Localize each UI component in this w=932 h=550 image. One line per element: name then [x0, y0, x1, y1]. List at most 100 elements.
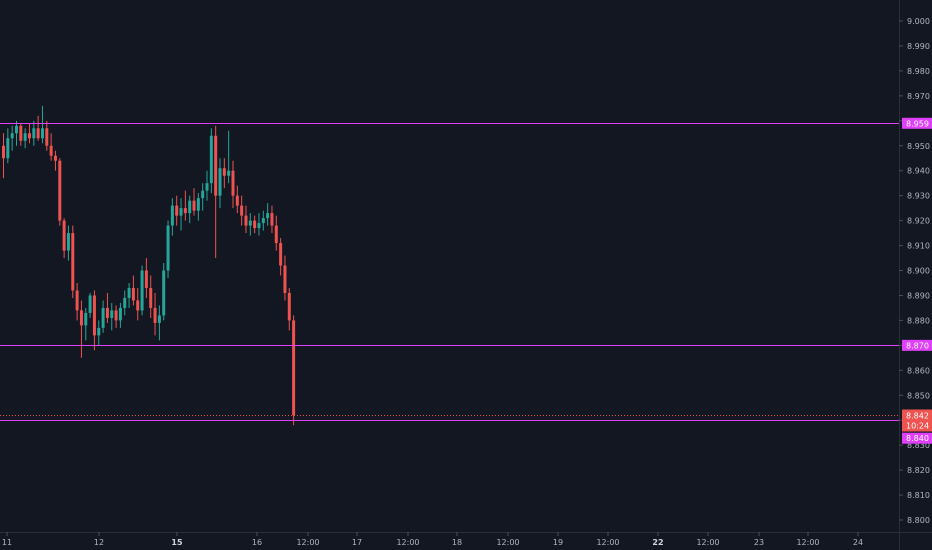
candle[interactable] [244, 205, 248, 234]
candle[interactable] [149, 275, 153, 318]
candle[interactable] [58, 158, 62, 226]
candle-body [75, 290, 79, 311]
candle-body [123, 297, 127, 308]
candle[interactable] [283, 255, 287, 301]
candle[interactable] [231, 160, 235, 209]
candle[interactable] [71, 225, 75, 298]
candle[interactable] [140, 265, 144, 316]
candle[interactable] [170, 198, 174, 236]
price-tick-label: 8.900 [907, 267, 930, 276]
candle[interactable] [66, 225, 70, 261]
candle[interactable] [188, 195, 192, 224]
candle[interactable] [248, 213, 252, 236]
candle[interactable] [253, 215, 257, 234]
candle-body [45, 128, 49, 146]
candle[interactable] [2, 133, 5, 179]
candle[interactable] [49, 133, 53, 161]
candle-body [58, 160, 62, 221]
candle[interactable] [218, 158, 222, 209]
price-tick-label: 8.880 [907, 316, 930, 325]
candle[interactable] [127, 282, 131, 308]
candle[interactable] [205, 170, 209, 201]
time-axis[interactable]: 11 12 15 16 12:00 17 12:00 18 12:00 19 12:00 22 12:0… [2, 532, 863, 547]
candle[interactable] [235, 185, 239, 214]
candle[interactable] [274, 215, 278, 251]
candle[interactable] [279, 238, 283, 276]
candle[interactable] [84, 307, 88, 341]
candle[interactable] [32, 120, 36, 146]
candle[interactable] [97, 320, 101, 346]
price-tick-label: 8.970 [907, 92, 930, 101]
candle[interactable] [227, 130, 231, 184]
candle[interactable] [257, 213, 261, 236]
candle[interactable] [105, 292, 109, 323]
candle-body [19, 125, 23, 141]
price-tick-label: 8.800 [907, 516, 930, 525]
candle[interactable] [166, 220, 170, 278]
candle[interactable] [19, 123, 23, 146]
candle[interactable] [45, 120, 49, 151]
candle[interactable] [287, 287, 291, 331]
price-tick-label: 8.930 [907, 192, 930, 201]
time-tick-label: 17 [352, 538, 362, 547]
time-tick-label: 18 [452, 538, 462, 547]
candle[interactable] [157, 305, 161, 341]
candle[interactable] [79, 300, 83, 358]
candle[interactable] [261, 210, 265, 231]
candle[interactable] [6, 128, 10, 164]
candle[interactable] [136, 287, 140, 321]
candle[interactable] [131, 275, 135, 306]
candle-body [88, 295, 92, 313]
candle[interactable] [266, 203, 270, 226]
price-tick-label: 8.890 [907, 291, 930, 300]
candle[interactable] [144, 258, 148, 298]
candle[interactable] [270, 205, 274, 234]
candle[interactable] [53, 150, 57, 171]
candle[interactable] [75, 282, 79, 321]
candle-body [114, 310, 118, 321]
candle[interactable] [114, 305, 118, 328]
price-tick-label: 8.810 [907, 491, 930, 500]
time-tick-label: 12 [94, 538, 104, 547]
time-tick-label: 11 [2, 538, 12, 547]
candle[interactable] [196, 193, 200, 221]
horizontal-lines-layer[interactable] [0, 123, 899, 421]
candle[interactable] [162, 263, 166, 321]
candle[interactable] [222, 158, 226, 189]
level-price-badge-bg [902, 432, 932, 444]
candle-body [118, 307, 122, 321]
candle[interactable] [14, 120, 18, 146]
candle-body [14, 125, 18, 134]
candle[interactable] [88, 292, 92, 318]
candle[interactable] [27, 123, 31, 144]
candle[interactable] [292, 315, 296, 426]
candle[interactable] [179, 198, 183, 231]
candle[interactable] [101, 300, 105, 333]
price-tick-label: 8.860 [907, 366, 930, 375]
candle[interactable] [209, 128, 213, 194]
candle[interactable] [183, 190, 187, 221]
candle[interactable] [40, 105, 44, 144]
candle-body [227, 170, 231, 176]
candle[interactable] [192, 188, 196, 216]
candle[interactable] [214, 125, 218, 259]
candle[interactable] [23, 128, 27, 149]
candle-body [261, 218, 265, 224]
candles-layer[interactable] [2, 105, 296, 426]
candle[interactable] [240, 195, 244, 226]
candle[interactable] [36, 115, 40, 141]
candle[interactable] [201, 183, 205, 211]
candle[interactable] [110, 302, 114, 331]
candle[interactable] [175, 195, 179, 226]
candle[interactable] [10, 125, 14, 151]
candle[interactable] [153, 292, 157, 336]
price-tick-label: 8.940 [907, 167, 930, 176]
candle[interactable] [118, 302, 122, 328]
last-price-badge-bg [902, 409, 932, 432]
level-price-badge-bg [902, 117, 932, 129]
candle[interactable] [62, 218, 66, 259]
candle[interactable] [123, 290, 127, 316]
candle[interactable] [92, 290, 96, 351]
candle-body [240, 205, 244, 216]
